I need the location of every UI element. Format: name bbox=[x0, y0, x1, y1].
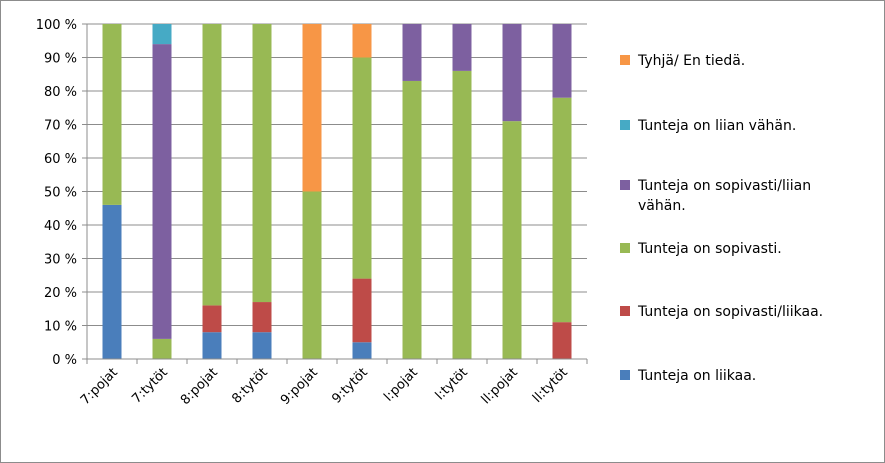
legend-label: Tunteja on liikaa. bbox=[637, 368, 756, 384]
x-category-label: 9:pojat bbox=[278, 365, 321, 408]
bar-segment bbox=[152, 44, 172, 339]
bar-segment bbox=[352, 342, 372, 359]
y-tick-label: 30 % bbox=[44, 253, 77, 268]
y-tick-label: 50 % bbox=[44, 186, 77, 201]
bar-segment bbox=[452, 70, 472, 360]
legend-label: Tunteja on sopivasti/liian vähän. bbox=[637, 178, 811, 214]
legend-label: Tunteja on sopivasti. bbox=[637, 241, 782, 257]
legend: Tyhjä/ En tiedä. Tunteja on liian vähän. T… bbox=[620, 53, 823, 384]
x-category-label: ll:tytöt bbox=[530, 365, 571, 406]
bar-segment bbox=[102, 204, 122, 359]
bar-segment bbox=[502, 24, 522, 122]
legend-swatch bbox=[620, 306, 630, 316]
legend-label: Tunteja on liian vähän. bbox=[637, 118, 796, 134]
bar-segment bbox=[202, 24, 222, 306]
bars bbox=[102, 24, 572, 360]
y-tick-label: 20 % bbox=[44, 286, 77, 301]
legend-label: Tunteja on sopivasti/liikaa. bbox=[637, 304, 823, 320]
bar-segment bbox=[202, 305, 222, 333]
y-tick-label: 60 % bbox=[44, 152, 77, 167]
y-tick-label: 70 % bbox=[44, 119, 77, 134]
bar-segment bbox=[402, 24, 422, 81]
x-category-label: 8:tytöt bbox=[229, 365, 270, 406]
x-category-label: l:pojat bbox=[381, 365, 421, 405]
x-category-label: 9:tytöt bbox=[329, 365, 370, 406]
legend-swatch bbox=[620, 243, 630, 253]
bar-segment bbox=[502, 121, 522, 360]
bar-segment bbox=[352, 278, 372, 343]
bar-segment bbox=[352, 57, 372, 279]
bar-segment bbox=[352, 24, 372, 58]
legend-swatch bbox=[620, 180, 630, 190]
bar-segment bbox=[202, 332, 222, 359]
legend-label: Tyhjä/ En tiedä. bbox=[637, 53, 745, 69]
x-category-label: l:tytöt bbox=[433, 365, 471, 403]
legend-swatch bbox=[620, 120, 630, 130]
y-axis: 0 % 10 % 20 % 30 % 40 % 50 % 60 % 70 % 80 % 90 % 1… bbox=[36, 18, 88, 368]
y-tick-label: 0 % bbox=[52, 353, 77, 368]
y-tick-label: 40 % bbox=[44, 219, 77, 234]
bar-segment bbox=[102, 24, 122, 205]
bar-segment bbox=[252, 332, 272, 359]
bar-segment bbox=[552, 24, 572, 98]
y-tick-label: 80 % bbox=[44, 85, 77, 100]
x-axis: 7:pojat 7:tytöt 8:pojat 8:tytöt 9:pojat 9:tyt… bbox=[78, 358, 588, 408]
bar-segment bbox=[252, 24, 272, 303]
y-tick-label: 90 % bbox=[44, 52, 77, 67]
x-category-label: 8:pojat bbox=[178, 365, 221, 408]
x-category-label: ll:pojat bbox=[479, 365, 521, 407]
bar-segment bbox=[552, 322, 572, 359]
legend-swatch bbox=[620, 370, 630, 380]
bar-segment bbox=[552, 97, 572, 323]
x-category-label: 7:tytöt bbox=[129, 365, 170, 406]
bar-segment bbox=[302, 191, 322, 359]
bar-segment bbox=[252, 302, 272, 333]
y-tick-label: 100 % bbox=[36, 18, 77, 33]
bar-segment bbox=[302, 24, 322, 192]
bar-segment bbox=[402, 80, 422, 359]
x-category-label: 7:pojat bbox=[78, 365, 121, 408]
bar-segment bbox=[152, 24, 172, 45]
legend-swatch bbox=[620, 55, 630, 65]
bar-segment bbox=[452, 24, 472, 71]
bar-segment bbox=[152, 338, 172, 359]
y-tick-label: 10 % bbox=[44, 320, 77, 335]
